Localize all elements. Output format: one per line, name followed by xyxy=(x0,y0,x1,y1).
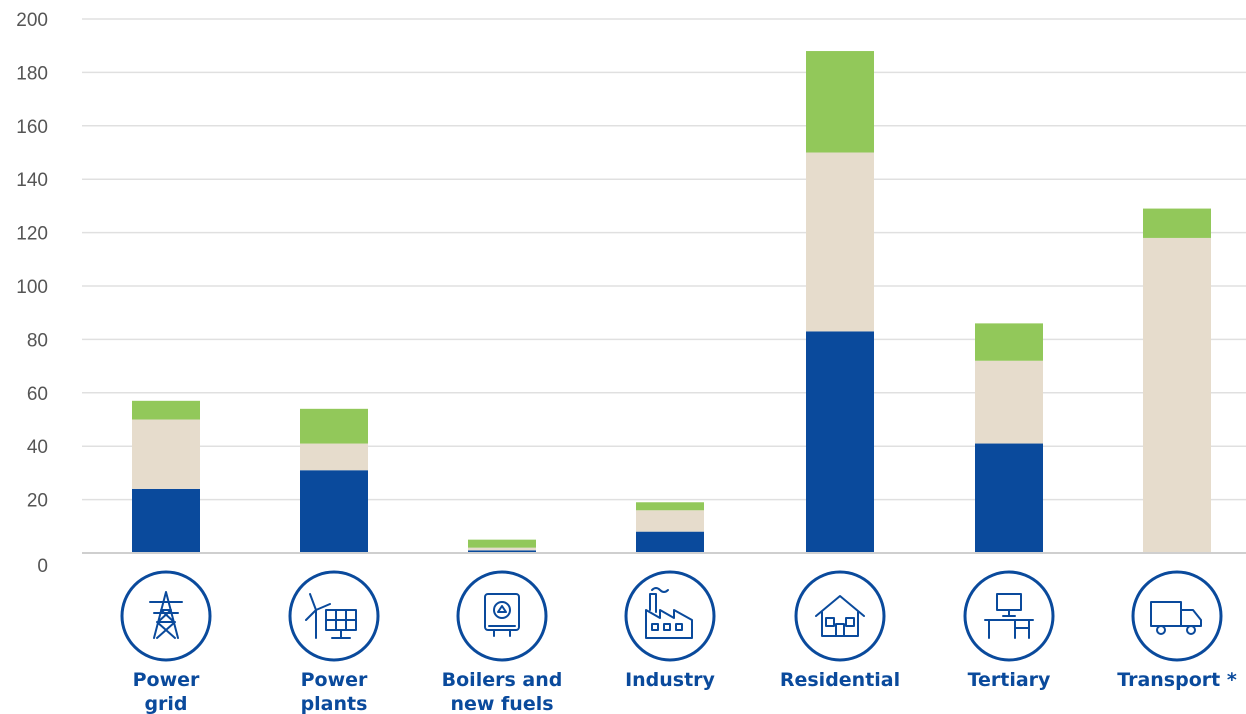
boiler-icon xyxy=(456,570,548,662)
y-tick-label: 100 xyxy=(16,277,48,298)
bar-segment xyxy=(132,400,200,420)
bar-segment xyxy=(300,408,368,444)
bar-segment xyxy=(806,51,874,153)
house-icon xyxy=(794,570,886,662)
bar-segment xyxy=(636,531,704,553)
bar-segment xyxy=(636,510,704,532)
bar-segment xyxy=(1143,208,1211,238)
bar-segment xyxy=(975,323,1043,361)
category-label: Boilers and xyxy=(442,669,563,691)
bar-segment xyxy=(468,539,536,548)
y-tick-label: 80 xyxy=(27,330,48,351)
bar-segment xyxy=(300,470,368,553)
category-label: plants xyxy=(301,693,368,714)
y-tick-label: 20 xyxy=(27,491,48,512)
category-label: Power xyxy=(133,669,200,691)
category-label: Tertiary xyxy=(968,669,1051,691)
y-tick-label: 200 xyxy=(16,10,48,31)
bar-segment xyxy=(132,488,200,553)
category-label: grid xyxy=(144,693,187,714)
factory-icon xyxy=(624,570,716,662)
truck-icon xyxy=(1131,570,1223,662)
bar-segment xyxy=(468,550,536,553)
category-label: new fuels xyxy=(450,693,553,714)
wind-solar-icon xyxy=(288,570,380,662)
bar-segment xyxy=(806,331,874,553)
y-tick-label: 180 xyxy=(16,63,48,84)
bar-segment xyxy=(975,443,1043,553)
gridlines xyxy=(82,18,1246,501)
bar-segment xyxy=(300,443,368,471)
bar-segment xyxy=(132,419,200,489)
bar-segment xyxy=(1143,237,1211,553)
category-icons xyxy=(120,570,1223,662)
bar-segment xyxy=(636,502,704,511)
category-label: Transport * xyxy=(1117,669,1237,691)
bars xyxy=(132,51,1211,553)
y-tick-label: 0 xyxy=(37,556,48,577)
y-tick-label: 140 xyxy=(16,170,48,191)
y-axis-ticks: 0 20 40 60 80 100 120 140 160 180 200 xyxy=(16,10,48,577)
category-label: Residential xyxy=(780,669,900,691)
pylon-icon xyxy=(120,570,212,662)
y-tick-label: 60 xyxy=(27,384,48,405)
bar-segment xyxy=(806,152,874,332)
y-tick-label: 160 xyxy=(16,117,48,138)
category-label: Power xyxy=(301,669,368,691)
y-tick-label: 40 xyxy=(27,437,48,458)
office-desk-icon xyxy=(963,570,1055,662)
bar-segment xyxy=(468,547,536,551)
y-tick-label: 120 xyxy=(16,224,48,245)
bar-segment xyxy=(975,360,1043,444)
category-label: Industry xyxy=(625,669,715,691)
